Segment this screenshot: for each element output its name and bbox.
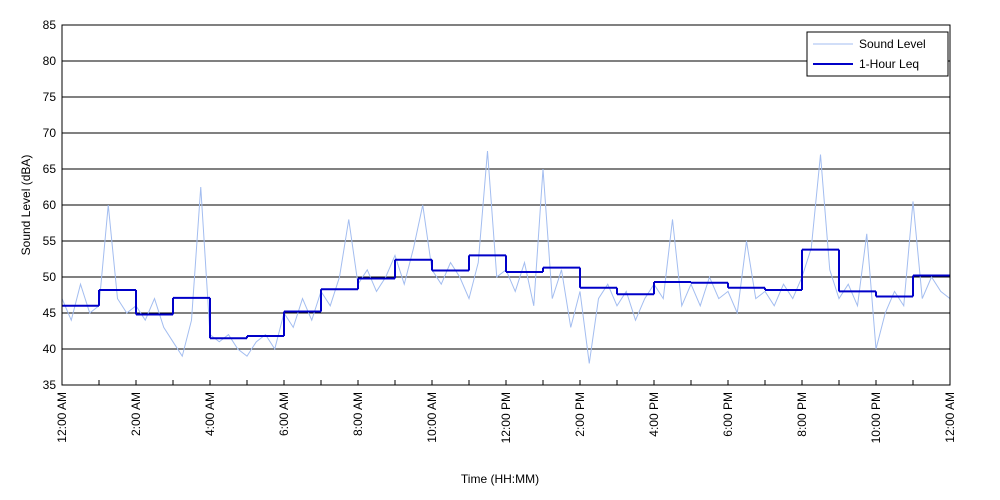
x-tick-label: 8:00 AM [351, 392, 365, 436]
legend-box [806, 31, 949, 77]
x-axis-label: Time (HH:MM) [461, 472, 539, 486]
x-tick-label: 12:00 PM [499, 392, 513, 443]
y-tick-label: 85 [43, 18, 57, 32]
y-tick-label: 60 [43, 198, 57, 212]
y-tick-label: 70 [43, 126, 57, 140]
y-tick-label: 35 [43, 378, 57, 392]
y-tick-label: 75 [43, 90, 57, 104]
x-tick-label: 2:00 PM [573, 392, 587, 437]
legend-label: Sound Level [859, 37, 926, 51]
plot-frame [61, 24, 951, 386]
y-tick-label: 55 [43, 234, 57, 248]
x-tick-label: 12:00 AM [943, 392, 957, 443]
y-tick-label: 50 [43, 270, 57, 284]
y-axis-label: Sound Level (dBA) [19, 155, 33, 256]
y-tick-label: 80 [43, 54, 57, 68]
x-tick-label: 10:00 PM [869, 392, 883, 443]
x-tick-label: 6:00 PM [721, 392, 735, 437]
x-tick-label: 6:00 AM [277, 392, 291, 436]
y-tick-label: 45 [43, 306, 57, 320]
x-tick-label: 8:00 PM [795, 392, 809, 437]
y-tick-label: 65 [43, 162, 57, 176]
legend-label: 1-Hour Leq [859, 57, 919, 71]
x-tick-label: 2:00 AM [129, 392, 143, 436]
x-tick-label: 10:00 AM [425, 392, 439, 443]
x-tick-label: 12:00 AM [55, 392, 69, 443]
x-tick-label: 4:00 AM [203, 392, 217, 436]
y-tick-label: 40 [43, 342, 57, 356]
x-tick-label: 4:00 PM [647, 392, 661, 437]
